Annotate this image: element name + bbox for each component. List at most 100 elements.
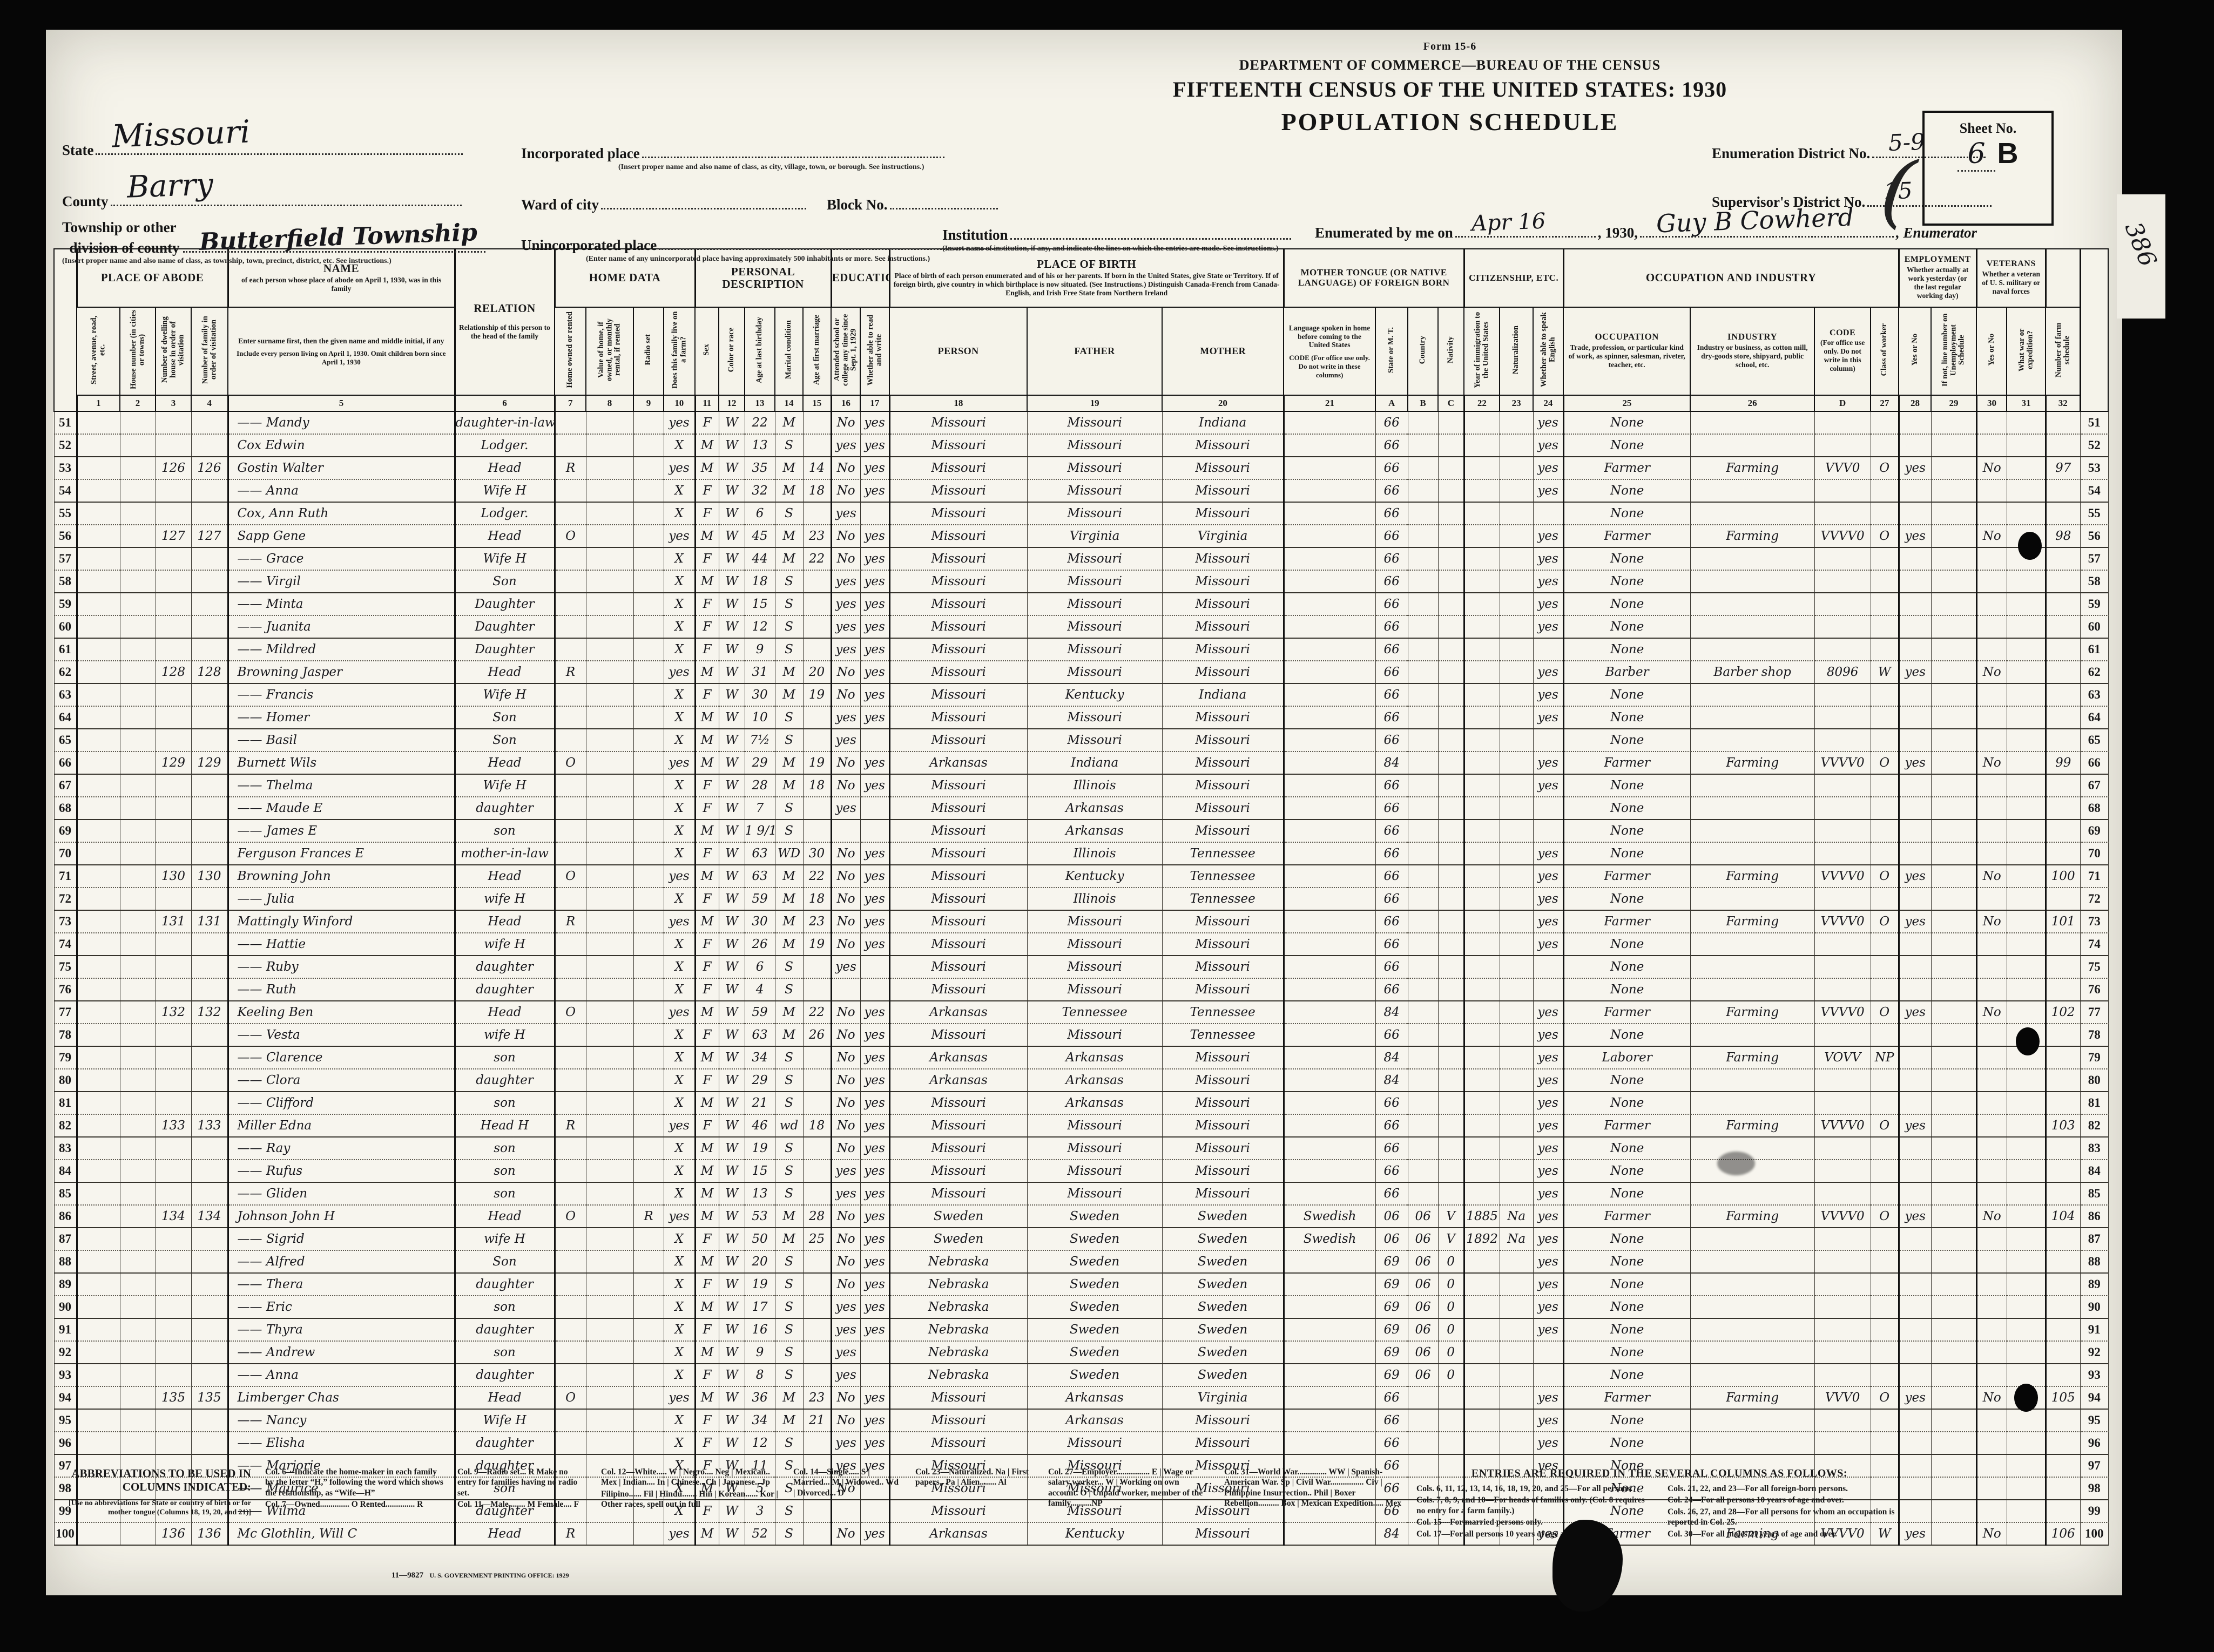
cell-sch: yes: [830, 728, 861, 752]
cell-street: [76, 1023, 120, 1047]
cell-house: [119, 1522, 156, 1546]
cell-ind: [1690, 592, 1815, 616]
cell-war: [2006, 1227, 2046, 1251]
cell-street: [76, 1431, 120, 1455]
cell-bp: Missouri: [888, 1091, 1028, 1115]
cell-bp: Arkansas: [888, 1046, 1028, 1069]
cell-eng: yes: [1533, 479, 1564, 503]
cell-mar: S: [774, 1068, 804, 1092]
cell-vet: [1975, 932, 2007, 956]
cell-cc: [1437, 1068, 1464, 1092]
cell-farm: X: [663, 1363, 696, 1387]
cell-ten: R: [554, 456, 586, 480]
cell-name: Keeling Ben: [227, 1000, 455, 1024]
cell-unemp: [1931, 864, 1977, 888]
cell-mar: S: [774, 1272, 804, 1296]
cell-unemp: [1931, 1340, 1977, 1364]
cell-cb: [1407, 1091, 1439, 1115]
cell-read: yes: [860, 1000, 890, 1024]
cell-ca: 66: [1375, 842, 1408, 865]
cell-wk: yes: [1898, 1522, 1932, 1546]
cell-ind: [1690, 819, 1815, 843]
cell-sch: No: [830, 411, 861, 435]
cell-agem: [802, 1091, 832, 1115]
cell-farm: yes: [663, 660, 696, 684]
col-num-20: 20: [1162, 395, 1285, 412]
cell-cls: [1870, 1136, 1899, 1160]
col-desc-tenure: Home owned or rented: [554, 307, 587, 396]
cell-fam: [191, 1023, 228, 1047]
line-number: 52: [2080, 434, 2109, 457]
cell-age: 9: [744, 638, 775, 661]
cell-wk: [1898, 932, 1932, 956]
enumeration-district-field: Enumeration District No. 5-9: [1712, 128, 1986, 162]
cell-eng: [1533, 796, 1564, 820]
cell-fs: [2044, 502, 2081, 525]
cell-radio: [633, 1454, 664, 1478]
cell-cc: [1437, 1159, 1464, 1183]
cell-cc: 0: [1437, 1363, 1464, 1387]
cell-race: W: [718, 1159, 745, 1183]
col-num-12: 12: [718, 395, 746, 412]
cell-rel: Head: [454, 456, 555, 480]
cell-read: [860, 796, 890, 820]
cell-bm: Tennessee: [1162, 842, 1284, 865]
cell-fam: 135: [191, 1386, 228, 1410]
cell-vet: [1975, 1363, 2007, 1387]
abbrev-col31: Col. 31—World War.............. WW | Spa…: [1224, 1467, 1402, 1508]
cell-bp: Arkansas: [888, 1000, 1028, 1024]
cell-cc: [1437, 910, 1464, 933]
cell-sch: No: [830, 887, 861, 911]
cell-mar: S: [774, 1182, 804, 1206]
cell-ind: Barber shop: [1690, 660, 1815, 684]
cell-code: [1814, 819, 1871, 843]
cell-nat: [1499, 547, 1534, 571]
cell-street: [76, 932, 120, 956]
cell-cc: [1437, 842, 1464, 865]
line-col-left: [53, 248, 77, 412]
cell-ca: 66: [1375, 660, 1408, 684]
cell-war: [2006, 910, 2046, 933]
cell-agem: 21: [802, 1409, 832, 1432]
col-num-3: 3: [155, 395, 192, 412]
cell-fam: [191, 1136, 228, 1160]
cell-sex: M: [694, 910, 719, 933]
cell-rel: Head H: [454, 1114, 555, 1138]
cell-bm: Missouri: [1162, 751, 1284, 775]
cell-name: —— Anna: [227, 1363, 455, 1387]
cell-name: —— Eric: [227, 1295, 455, 1319]
cell-wk: [1898, 502, 1932, 525]
col-desc-name: Enter surname first, then the given name…: [227, 307, 456, 396]
cell-agem: [802, 1340, 832, 1364]
cell-ind: [1690, 411, 1815, 435]
cell-eng: yes: [1533, 842, 1564, 865]
cell-street: [76, 638, 120, 661]
cell-read: yes: [860, 1114, 890, 1138]
group-name: NAME of each person whose place of abode …: [227, 248, 456, 308]
col-desc-mother: MOTHER: [1162, 307, 1285, 396]
cell-age: 10: [744, 706, 775, 729]
cell-bm: Sweden: [1162, 1227, 1284, 1251]
line-number: 71: [53, 864, 77, 888]
cell-name: —— Homer: [227, 706, 455, 729]
cell-code: [1814, 1272, 1871, 1296]
cell-rel: Wife H: [454, 683, 555, 707]
cell-farm: X: [663, 592, 696, 616]
cell-name: —— Nancy: [227, 1409, 455, 1432]
cell-ten: [554, 842, 586, 865]
group-home-data: HOME DATA: [554, 248, 696, 308]
cell-bf: Sweden: [1027, 1250, 1163, 1274]
cell-farm: X: [663, 796, 696, 820]
cell-imm: [1463, 864, 1500, 888]
cell-house: [119, 615, 156, 639]
cell-house: [119, 1363, 156, 1387]
cell-ind: [1690, 1340, 1815, 1364]
cell-vet: No: [1975, 864, 2007, 888]
cell-mar: M: [774, 1000, 804, 1024]
cell-ten: [554, 1295, 586, 1319]
cell-cb: [1407, 660, 1439, 684]
cell-age: 34: [744, 1046, 775, 1069]
cell-bp: Missouri: [888, 660, 1028, 684]
cell-bp: Missouri: [888, 524, 1028, 548]
line-number: 87: [53, 1227, 77, 1251]
